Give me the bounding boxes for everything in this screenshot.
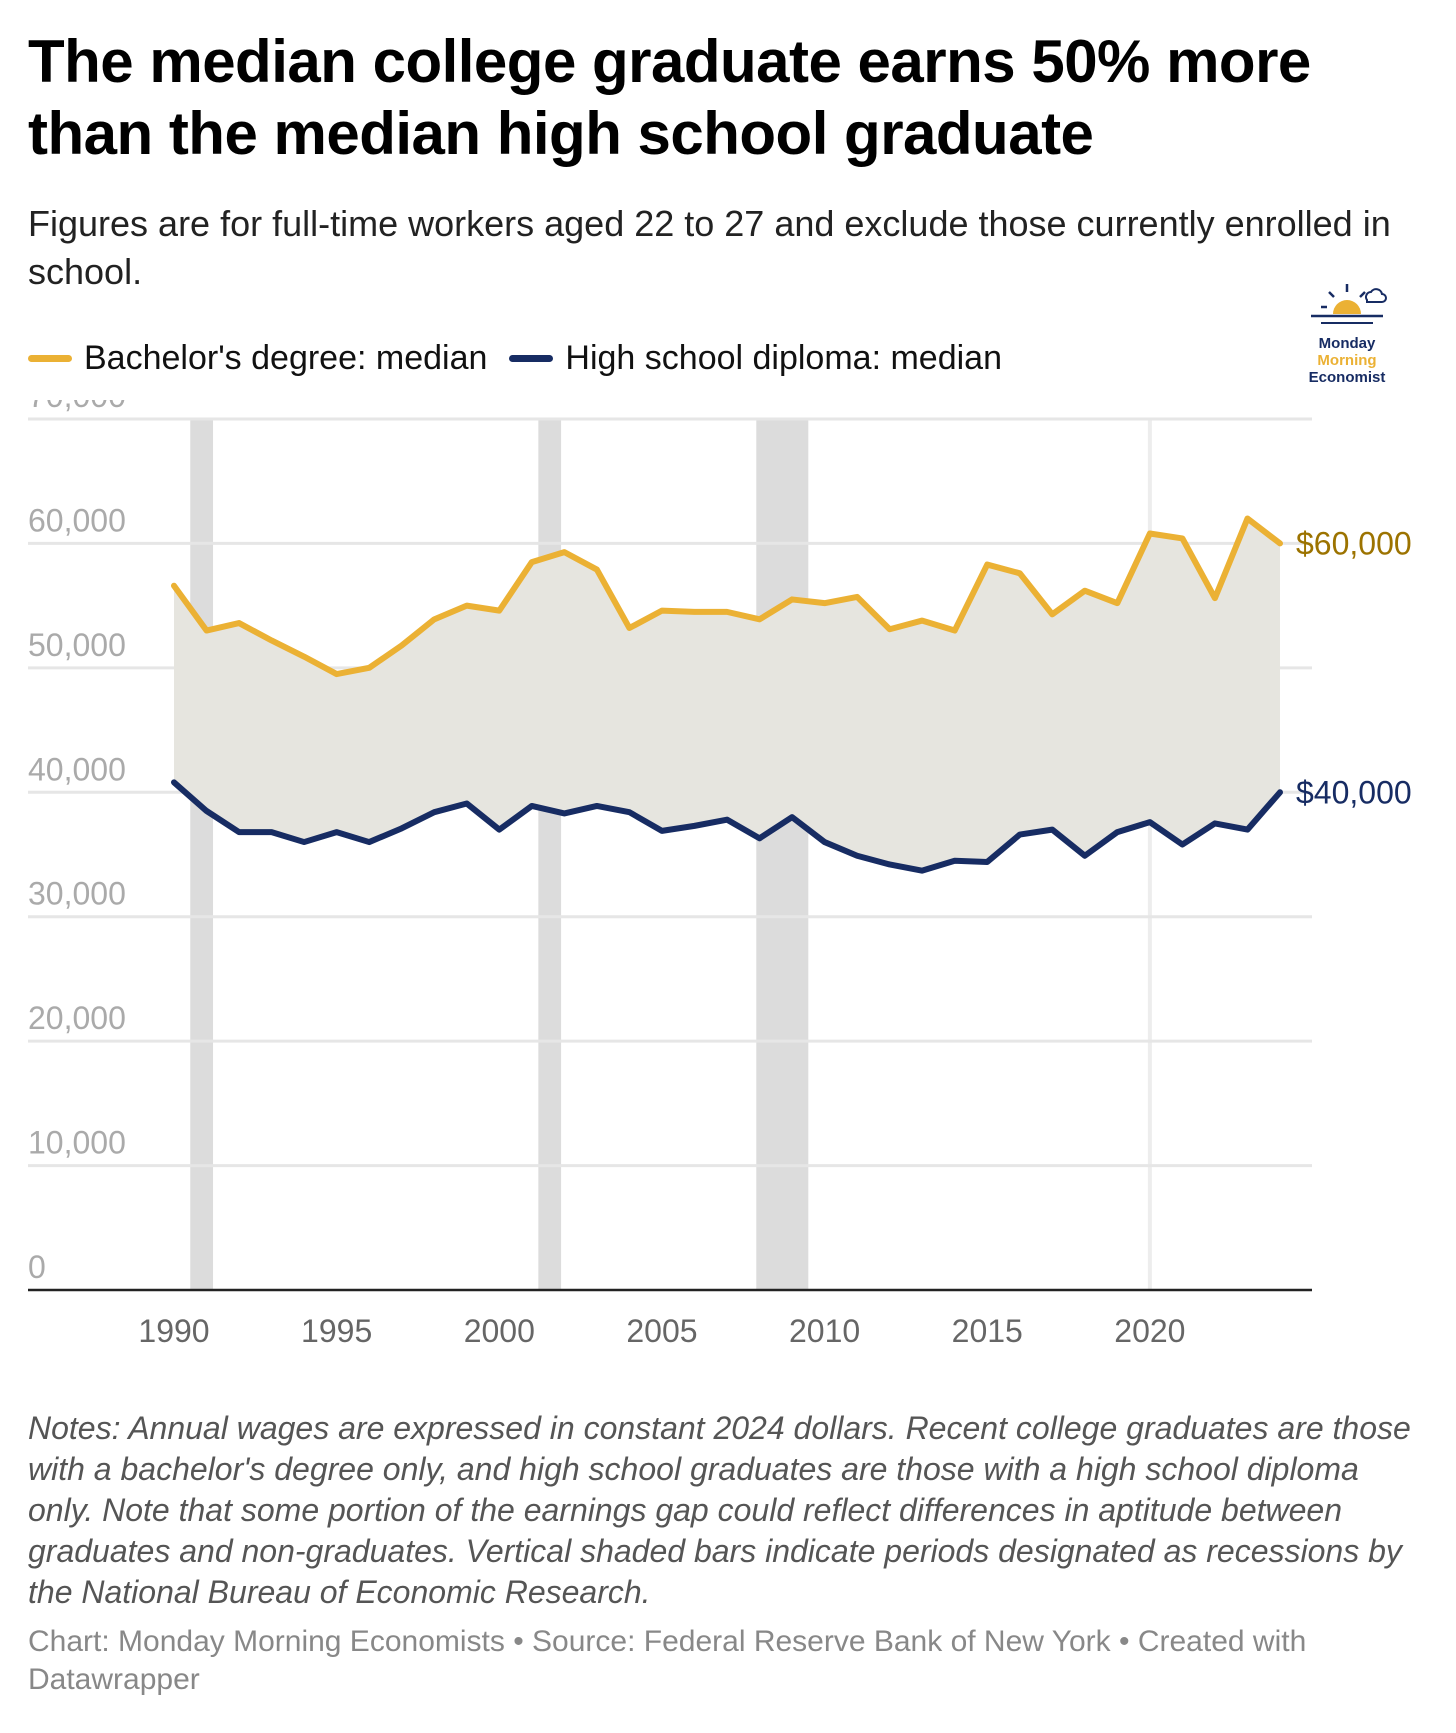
legend-item-highschool: High school diploma: median bbox=[509, 339, 1002, 378]
logo-text-economist: Economist bbox=[1308, 369, 1386, 386]
y-tick-label-3: 30,000 bbox=[28, 876, 126, 912]
chart-credits: Chart: Monday Morning Economists • Sourc… bbox=[28, 1625, 1307, 1696]
bachelor-median-line bbox=[171, 515, 1283, 678]
x-tick-label-1995: 1995 bbox=[301, 1313, 372, 1349]
recession-band-0 bbox=[190, 418, 214, 1290]
legend-item-bachelor: Bachelor's degree: median bbox=[28, 339, 487, 378]
end-label-bachelor: $60,000 bbox=[1296, 525, 1412, 561]
logo-text-monday: Monday bbox=[1318, 335, 1376, 352]
y-tick-label-1: 10,000 bbox=[28, 1125, 126, 1161]
x-tick-label-2020: 2020 bbox=[1114, 1313, 1185, 1349]
sunrise-icon bbox=[1311, 284, 1387, 324]
gap-area-fill bbox=[174, 518, 1280, 871]
y-tick-label-4: 40,000 bbox=[28, 751, 126, 787]
recession-band-1 bbox=[538, 418, 562, 1290]
y-tick-label-0: 0 bbox=[28, 1249, 46, 1285]
y-tick-label-7: 70,000 bbox=[28, 400, 126, 414]
logo-text-morning: Morning bbox=[1317, 352, 1377, 369]
x-tick-label-2005: 2005 bbox=[626, 1313, 697, 1349]
legend-label-highschool: High school diploma: median bbox=[565, 338, 1002, 377]
chart-subtitle: Figures are for full-time workers aged 2… bbox=[28, 203, 1391, 292]
y-tick-label-6: 60,000 bbox=[28, 502, 126, 538]
y-tick-label-5: 50,000 bbox=[28, 627, 126, 663]
legend-label-bachelor: Bachelor's degree: median bbox=[84, 338, 488, 377]
legend-swatch-bachelor bbox=[28, 354, 72, 362]
chart-notes: Notes: Annual wages are expressed in con… bbox=[28, 1410, 1411, 1610]
x-tick-label-2015: 2015 bbox=[952, 1313, 1023, 1349]
y-tick-label-2: 20,000 bbox=[28, 1000, 126, 1036]
x-tick-label-2000: 2000 bbox=[464, 1313, 535, 1349]
line-chart: 0 10,000 20,000 30,000 40,000 50,000 60,000 70,… bbox=[28, 400, 1412, 1349]
legend: Bachelor's degree: median High school di… bbox=[28, 338, 1024, 378]
x-tick-label-2010: 2010 bbox=[789, 1313, 860, 1349]
legend-swatch-highschool bbox=[509, 354, 554, 362]
highschool-median-line bbox=[171, 779, 1283, 874]
x-tick-label-1990: 1990 bbox=[138, 1313, 209, 1349]
end-label-highschool: $40,000 bbox=[1296, 774, 1412, 810]
chart-title: The median college graduate earns 50% mo… bbox=[28, 28, 1311, 167]
recession-band-2 bbox=[756, 418, 809, 1290]
monday-morning-economist-logo: Monday Morning Economist bbox=[1292, 280, 1402, 400]
